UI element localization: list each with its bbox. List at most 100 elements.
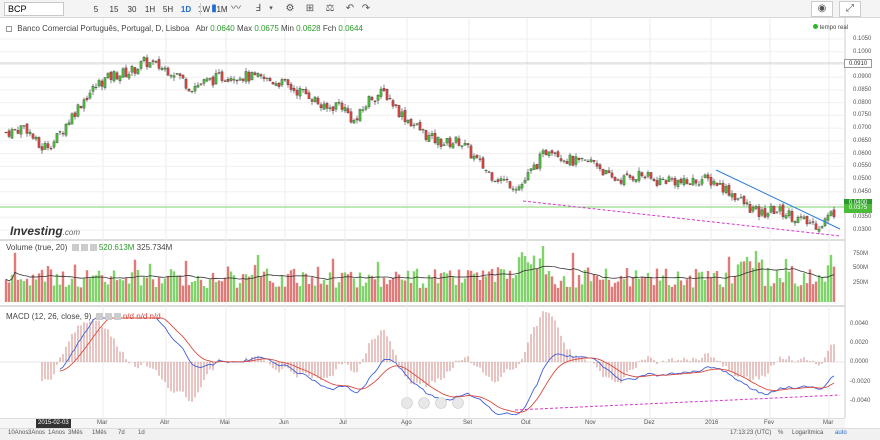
log-toggle[interactable]: Logarítmica (792, 430, 824, 436)
candle-body (778, 206, 782, 212)
macd-histogram-bar (437, 362, 439, 379)
chevron-down-icon[interactable]: ▾ (269, 5, 273, 12)
chart-area[interactable] (0, 18, 880, 430)
volume-bar (304, 273, 308, 302)
macd-histogram-bar (407, 362, 409, 380)
volume-bar (517, 257, 521, 302)
redo-icon[interactable]: ↷ (361, 3, 371, 14)
macd-histogram-bar (527, 342, 529, 362)
macd-histogram-bar (368, 343, 370, 362)
macd-histogram-bar (65, 346, 67, 362)
candle-body (226, 79, 230, 82)
macd-histogram-bar (656, 362, 658, 365)
candle-body (658, 178, 662, 185)
symbol-input[interactable] (4, 2, 64, 16)
scroll-right-icon[interactable] (452, 397, 464, 409)
macd-histogram-bar (602, 362, 604, 377)
macd-settings-icon[interactable] (95, 313, 103, 321)
indicators-icon[interactable]: Ⅎ (255, 3, 261, 14)
zoom-in-icon[interactable] (418, 397, 430, 409)
timeframe-1m-button[interactable]: 1M (216, 5, 228, 14)
volume-hide-icon[interactable] (80, 244, 88, 252)
gear-icon[interactable]: ⚙ (285, 3, 295, 14)
macd-histogram-bar (254, 356, 256, 362)
range-1anos-button[interactable]: 1Anos (48, 430, 66, 436)
macd-hide-icon[interactable] (104, 313, 112, 321)
volume-bar (763, 285, 767, 302)
close-value: 0.0644 (338, 24, 363, 33)
price-legend: Banco Comercial Português, Portugal, D, … (6, 24, 363, 33)
timeframe-1h-button[interactable]: 1H (144, 5, 156, 14)
timeframe-5-button[interactable]: 5 (93, 5, 99, 14)
candle-body (736, 198, 740, 200)
macd-histogram-bar (86, 322, 88, 362)
chart-canvas[interactable] (0, 18, 880, 430)
macd-histogram-bar (725, 362, 727, 366)
macd-histogram-bar (524, 351, 526, 362)
percent-toggle[interactable]: % (778, 430, 784, 436)
auto-toggle[interactable]: auto (835, 430, 847, 436)
volume-bar (472, 273, 476, 302)
volume-bar (142, 277, 146, 302)
volume-bar (460, 282, 464, 302)
range-3anos-button[interactable]: 3Anos (28, 430, 46, 436)
range-1mês-button[interactable]: 1Mês (92, 430, 107, 436)
volume-bar (424, 287, 428, 302)
timeframe-1w-button[interactable]: 1W (198, 5, 210, 14)
macd-histogram-bar (803, 357, 805, 362)
candlestick-type-icon[interactable]: ▮ (211, 3, 217, 14)
candle-body (91, 85, 95, 92)
zoom-out-icon[interactable] (401, 397, 413, 409)
macd-histogram-bar (698, 360, 700, 362)
fullscreen-icon[interactable]: ⤢ (839, 1, 861, 17)
candle-body (385, 89, 389, 100)
candle-body (601, 168, 605, 176)
timeframe-5h-button[interactable]: 5H (162, 5, 174, 14)
macd-histogram-bar (779, 356, 781, 362)
macd-histogram-bar (146, 362, 148, 367)
candle-body (349, 111, 353, 123)
candle-body (133, 67, 137, 74)
volume-remove-icon[interactable] (89, 244, 97, 252)
macd-histogram-bar (518, 362, 520, 365)
macd-remove-icon[interactable] (113, 313, 121, 321)
volume-bar (337, 282, 341, 302)
undo-icon[interactable]: ↶ (345, 3, 355, 14)
scale-icon[interactable]: ⚖ (325, 3, 335, 14)
line-chart-icon[interactable]: 〰 (231, 3, 241, 14)
volume-bar (115, 280, 119, 302)
macd-histogram-bar (539, 317, 541, 362)
legend-collapse-icon[interactable] (6, 25, 12, 32)
candle-body (640, 172, 644, 177)
compare-icon[interactable]: ⊞ (305, 3, 315, 14)
volume-settings-icon[interactable] (71, 244, 79, 252)
green-line-price-tag: 0.0400 (844, 199, 872, 208)
camera-icon[interactable]: ◉ (811, 1, 833, 17)
timeframe-30-button[interactable]: 30 (127, 5, 137, 14)
timeframe-1d-button[interactable]: 1D (180, 5, 192, 14)
volume-bar (193, 280, 197, 302)
volume-bar (91, 275, 95, 302)
macd-histogram-bar (122, 352, 124, 362)
range-7d-button[interactable]: 7d (118, 430, 125, 436)
volume-tick-label: 500M (853, 265, 869, 271)
last-price-tag: 0.0375 (844, 204, 872, 213)
scroll-left-icon[interactable] (435, 397, 447, 409)
range-3mês-button[interactable]: 3Mês (68, 430, 83, 436)
volume-bar (643, 276, 647, 302)
timeframe-15-button[interactable]: 15 (109, 5, 119, 14)
range-1d-button[interactable]: 1d (138, 430, 145, 436)
range-10anos-button[interactable]: 10Anos (8, 430, 29, 436)
candle-body (775, 211, 779, 213)
volume-bar (412, 271, 416, 302)
volume-bar (7, 282, 11, 302)
candle-body (466, 143, 470, 146)
volume-bar (787, 271, 791, 302)
macd-histogram-bar (809, 361, 811, 362)
macd-histogram-bar (347, 362, 349, 365)
volume-bar (439, 273, 443, 302)
date-axis[interactable]: Mar Abr Mai Jun Jul Ago Set Out Nov Dez 2016 Fev Mar… (0, 418, 845, 428)
candle-body (55, 133, 59, 143)
price-tick-label: 0.0500 (853, 176, 872, 183)
logo-main: Investing (10, 224, 63, 238)
